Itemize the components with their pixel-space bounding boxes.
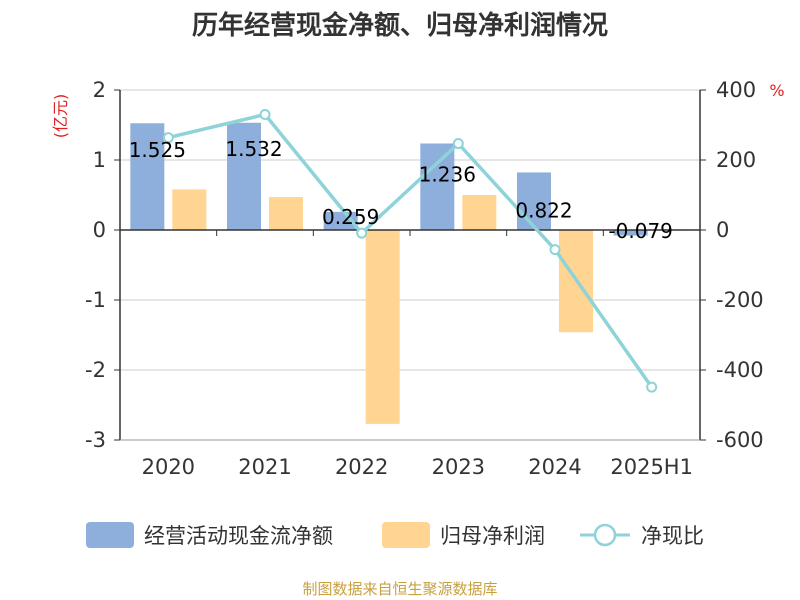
legend-marker-ratio <box>593 523 617 547</box>
left-tick-label: -2 <box>85 358 106 382</box>
x-tick-label: 2020 <box>142 455 195 479</box>
legend-label-cash-flow: 经营活动现金流净额 <box>144 524 333 548</box>
x-tick-label: 2022 <box>335 455 388 479</box>
bar-cash-flow <box>130 123 165 230</box>
axes <box>119 90 701 441</box>
data-label-cash-flow: 1.525 <box>129 138 186 162</box>
ratio-polyline <box>167 112 654 389</box>
x-axis-ticks: 2020 2021 2022 2023 2024 2025H1 <box>142 230 693 479</box>
left-tick-label: 2 <box>93 78 106 102</box>
x-tick-label: 2024 <box>528 455 581 479</box>
ratio-point <box>646 381 658 393</box>
legend-swatch-net-profit <box>382 522 430 548</box>
ratio-point <box>162 132 174 144</box>
data-label-cash-flow: -0.079 <box>608 219 672 243</box>
legend-label-net-profit: 归母净利润 <box>440 524 545 548</box>
bar-net-profit <box>365 230 400 424</box>
chart-title: 历年经营现金净额、归母净利润情况 <box>192 10 608 41</box>
left-axis-ticks: 2 1 0 -1 -2 -3 <box>85 78 120 452</box>
right-tick-label: -400 <box>716 358 764 382</box>
legend: 经营活动现金流净额 归母净利润 净现比 <box>86 522 704 548</box>
gridlines <box>120 89 700 441</box>
ratio-point <box>452 138 464 150</box>
bar-cash-flow <box>227 122 261 230</box>
ratio-line <box>162 109 658 393</box>
right-tick-label: -600 <box>716 428 764 452</box>
left-tick-label: 1 <box>93 148 106 172</box>
x-tick-label: 2021 <box>238 455 291 479</box>
ratio-point <box>549 244 561 256</box>
bar-cash-flow <box>517 172 551 230</box>
right-tick-label: 200 <box>716 148 756 172</box>
bar-net-profit <box>462 195 497 230</box>
right-axis-unit: % <box>769 81 784 100</box>
data-label-cash-flow: 0.822 <box>515 198 572 222</box>
right-tick-label: -200 <box>716 288 764 312</box>
bar-cash-flow <box>420 143 455 230</box>
left-axis-unit: (亿元) <box>51 94 70 139</box>
right-tick-label: 400 <box>716 78 756 102</box>
left-tick-label: 0 <box>93 218 106 242</box>
data-label-cash-flow: 1.236 <box>419 163 476 187</box>
left-tick-label: -1 <box>85 288 106 312</box>
legend-label-ratio: 净现比 <box>641 524 704 548</box>
ratio-point <box>259 109 271 120</box>
bar-net-profit <box>172 189 207 230</box>
x-tick-label: 2023 <box>432 455 485 479</box>
left-tick-label: -3 <box>85 428 106 452</box>
x-tick-label: 2025H1 <box>610 455 693 479</box>
legend-swatch-cash-flow <box>86 522 134 548</box>
data-labels: 1.525 1.532 0.259 1.236 0.822 -0.079 <box>129 137 673 243</box>
bar-cash-flow <box>613 230 648 236</box>
right-tick-label: 0 <box>716 218 729 242</box>
right-axis-ticks: 400 200 0 -200 -400 -600 <box>700 78 764 452</box>
bars <box>130 122 690 424</box>
data-label-cash-flow: 0.259 <box>322 205 379 229</box>
bar-net-profit <box>269 197 303 230</box>
data-label-cash-flow: 1.532 <box>225 137 282 161</box>
ratio-point <box>356 227 368 239</box>
source-note: 制图数据来自恒生聚源数据库 <box>302 580 497 598</box>
